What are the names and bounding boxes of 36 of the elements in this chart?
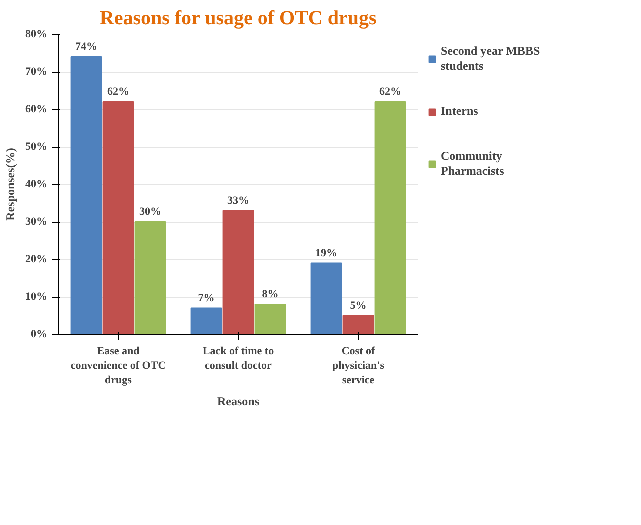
x-tick-label: Cost of physician's service xyxy=(332,346,386,386)
bar xyxy=(254,304,286,334)
bar xyxy=(134,222,166,334)
bar xyxy=(70,56,102,334)
bar xyxy=(310,262,342,334)
y-tick-label: 0% xyxy=(31,328,48,340)
legend-label: Interns xyxy=(441,104,478,119)
y-tick-label: 60% xyxy=(26,104,48,116)
data-label: 30% xyxy=(140,206,162,218)
data-label: 8% xyxy=(262,288,279,300)
x-axis-title: Reasons xyxy=(217,394,260,408)
bar xyxy=(190,308,222,334)
y-tick-label: 10% xyxy=(26,291,48,303)
bar xyxy=(102,102,134,334)
bar xyxy=(342,315,374,334)
data-label: 33% xyxy=(228,194,250,207)
data-label: 74% xyxy=(76,41,98,53)
y-tick-label: 20% xyxy=(26,254,48,266)
data-label: 62% xyxy=(380,86,402,98)
legend-label: Second year MBBS students xyxy=(441,44,540,74)
data-label: 7% xyxy=(198,292,215,304)
bar xyxy=(222,210,254,334)
legend-label: Community Pharmacists xyxy=(441,149,504,179)
chart-title: Reasons for usage of OTC drugs xyxy=(100,8,377,30)
x-tick-label: Ease and convenience of OTC drugs xyxy=(70,346,166,386)
y-tick-label: 50% xyxy=(26,141,48,153)
y-tick-label: 80% xyxy=(26,28,48,40)
bar xyxy=(374,102,406,334)
y-tick-label: 40% xyxy=(26,178,48,190)
y-axis-title: Responses(%) xyxy=(4,148,18,221)
data-label: 5% xyxy=(350,300,367,312)
y-tick-label: 30% xyxy=(26,216,48,228)
y-tick-label: 70% xyxy=(26,66,48,78)
data-label: 62% xyxy=(108,86,130,98)
x-tick-label: Lack of time to consult doctor xyxy=(202,346,275,372)
data-label: 19% xyxy=(316,247,338,260)
